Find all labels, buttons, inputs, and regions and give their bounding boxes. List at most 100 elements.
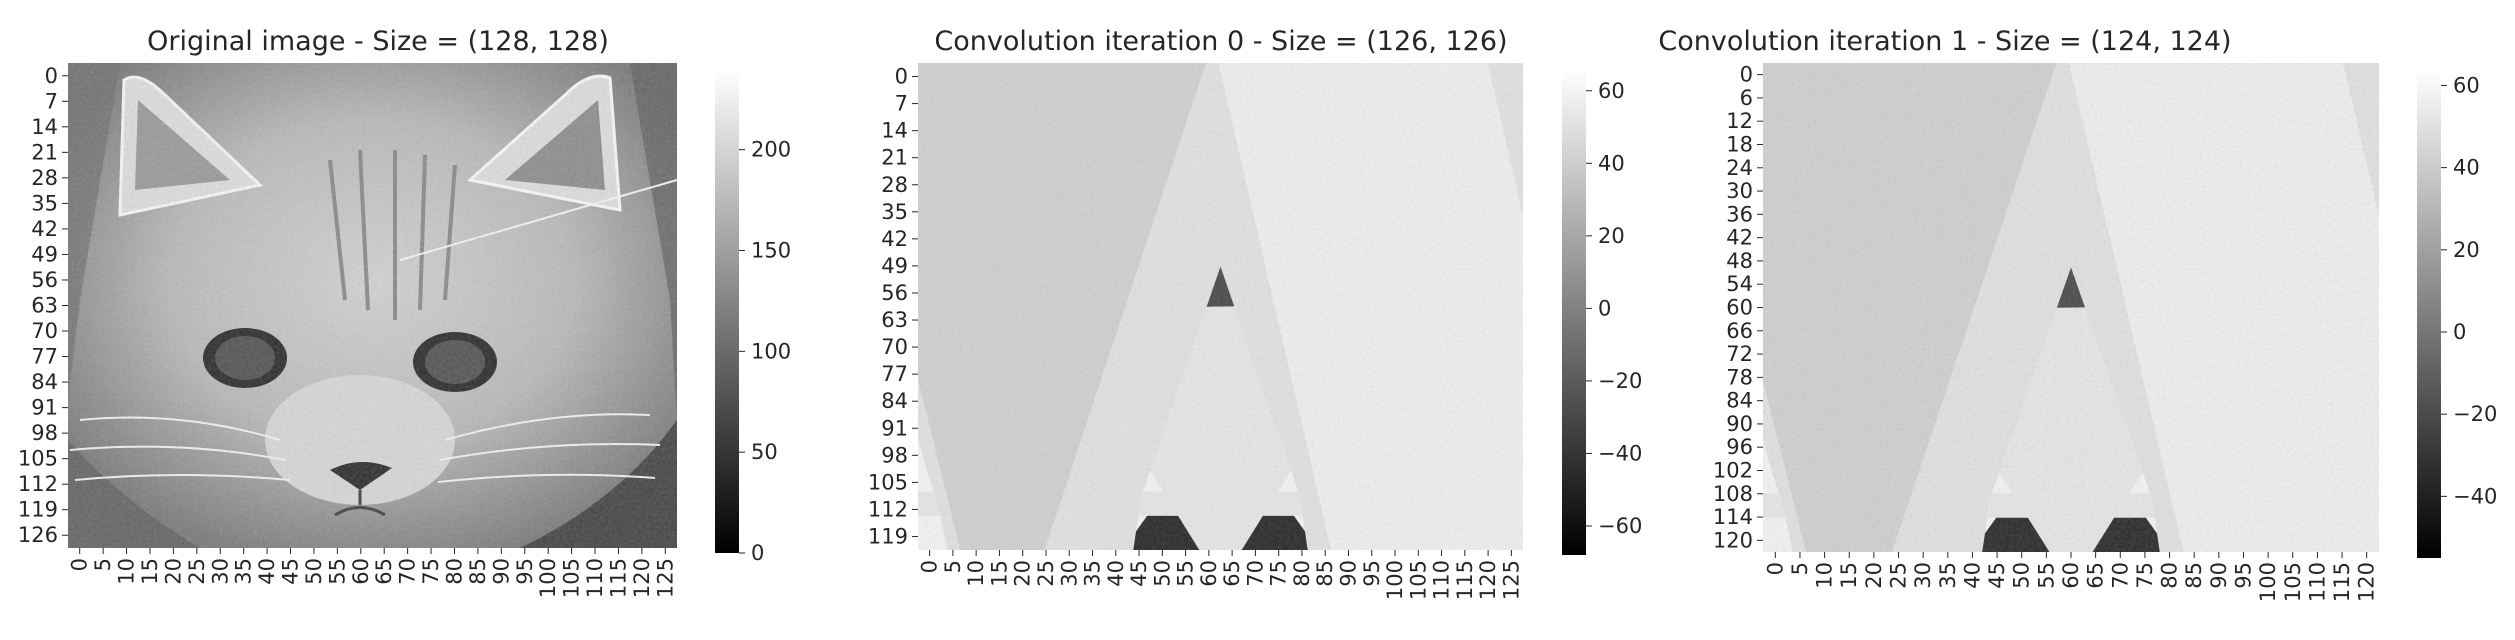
y-tick-label: 66 (1726, 319, 1753, 343)
x-tick-label: 70 (396, 558, 420, 585)
chart-title: Convolution iteration 1 - Size = (124, 1… (1658, 26, 2231, 57)
x-tick-label: 0 (68, 558, 92, 571)
x-tick-label: 0 (918, 560, 942, 573)
x-tick-label: 100 (1383, 560, 1407, 600)
y-tick-label: 84 (31, 370, 58, 394)
x-tick-label: 25 (1034, 560, 1058, 587)
colorbar-tick-label: −20 (2453, 402, 2497, 426)
y-tick-label: 120 (1713, 528, 1753, 552)
colorbar-tick-label: 20 (1598, 224, 1625, 248)
colorbar: 0 50 100 150 200 (715, 69, 791, 565)
colorbar-tick-label: 40 (1598, 151, 1625, 175)
x-tick-label: 50 (2010, 562, 2034, 589)
x-tick-label: 25 (1887, 562, 1911, 589)
x-tick-label: 70 (2108, 562, 2132, 589)
y-tick-label: 63 (881, 308, 908, 332)
x-tick-label: 20 (1862, 562, 1886, 589)
colorbar-tick-label: 200 (751, 138, 791, 162)
x-tick-label: 35 (1081, 560, 1105, 587)
x-tick-label: 100 (536, 558, 560, 598)
x-tick-label: 75 (2133, 562, 2157, 589)
x-tick-label: 50 (1150, 560, 1174, 587)
x-tick-label: 5 (91, 558, 115, 571)
x-tick-label: 45 (1985, 562, 2009, 589)
x-tick-label: 40 (1104, 560, 1128, 587)
y-tick-label: 90 (1726, 412, 1753, 436)
x-tick-label: 40 (1960, 562, 1984, 589)
y-tick-label: 72 (1726, 342, 1753, 366)
colorbar-tick-label: 60 (2453, 73, 2480, 97)
x-tick-label: 115 (606, 558, 630, 598)
panel-original: Original image - Size = (128, 128) (18, 26, 791, 598)
panel-iteration-1: Convolution iteration 1 - Size = (124, 1… (1658, 26, 2497, 602)
y-tick-label: 36 (1726, 202, 1753, 226)
x-tick-label: 75 (1267, 560, 1291, 587)
colorbar-tick-label: 100 (751, 339, 791, 363)
x-tick-label: 15 (987, 560, 1011, 587)
x-tick-label: 95 (2231, 562, 2255, 589)
colorbar-tick-label: 20 (2453, 238, 2480, 262)
heatmap-image (1763, 63, 2379, 552)
y-tick-label: 119 (868, 524, 908, 548)
y-tick-label: 70 (881, 335, 908, 359)
x-tick-label: 60 (2059, 562, 2083, 589)
x-tick-label: 50 (302, 558, 326, 585)
x-tick-label: 95 (1360, 560, 1384, 587)
x-tick-label: 65 (1220, 560, 1244, 587)
x-tick-label: 70 (1243, 560, 1267, 587)
y-tick-label: 91 (31, 396, 58, 420)
colorbar-tick-label: 0 (2453, 320, 2466, 344)
x-tick-label: 60 (349, 558, 373, 585)
y-tick-label: 105 (868, 470, 908, 494)
x-tick-label: 110 (583, 558, 607, 598)
x-tick-label: 115 (1453, 560, 1477, 600)
x-tick-label: 90 (489, 558, 513, 585)
colorbar-tick-label: 50 (751, 440, 778, 464)
y-tick-label: 49 (881, 254, 908, 278)
y-tick-label: 84 (1726, 389, 1753, 413)
x-tick-label: 90 (2207, 562, 2231, 589)
x-tick-label: 80 (1290, 560, 1314, 587)
x-tick-label: 80 (442, 558, 466, 585)
x-tick-label: 85 (2182, 562, 2206, 589)
x-tick-label: 65 (372, 558, 396, 585)
x-tick-label: 115 (2330, 562, 2354, 602)
x-tick-label: 120 (1476, 560, 1500, 600)
x-tick-label: 10 (115, 558, 139, 585)
y-tick-label: 49 (31, 242, 58, 266)
y-tick-label: 14 (881, 119, 908, 143)
colorbar-tick-label: 0 (1598, 296, 1611, 320)
x-tick-label: 10 (1813, 562, 1837, 589)
y-tick-label: 21 (31, 140, 58, 164)
y-tick-label: 98 (881, 443, 908, 467)
x-tick-label: 5 (1788, 562, 1812, 575)
y-tick-label: 114 (1713, 505, 1753, 529)
y-tick-label: 108 (1713, 482, 1753, 506)
y-tick-label: 24 (1726, 156, 1753, 180)
y-tick-label: 56 (881, 281, 908, 305)
y-tick-label: 70 (31, 319, 58, 343)
colorbar: 60 40 20 0 −20 −40 −60 (1562, 69, 1642, 555)
y-tick-label: 119 (18, 498, 58, 522)
x-tick-labels: 0 5 10 15 20 25 30 35 40 45 50 55 60 65 70 75 80 85 90 95 10… (918, 550, 1523, 600)
x-tick-label: 120 (2355, 562, 2379, 602)
x-tick-label: 45 (279, 558, 303, 585)
colorbar-tick-label: −60 (1598, 514, 1642, 538)
x-tick-label: 30 (208, 558, 232, 585)
colorbar-gradient (2417, 69, 2441, 558)
y-tick-label: 102 (1713, 459, 1753, 483)
y-tick-label: 91 (881, 416, 908, 440)
x-tick-label: 105 (560, 558, 584, 598)
x-tick-label: 90 (1336, 560, 1360, 587)
y-tick-label: 42 (881, 227, 908, 251)
colorbar-gradient (1562, 69, 1586, 555)
x-tick-label: 85 (1313, 560, 1337, 587)
colorbar-tick-labels: 60 40 20 0 −20 −40 (2441, 73, 2497, 508)
x-tick-label: 35 (232, 558, 256, 585)
x-tick-label: 40 (255, 558, 279, 585)
x-tick-label: 125 (1499, 560, 1523, 600)
x-tick-label: 75 (419, 558, 443, 585)
x-tick-label: 55 (1174, 560, 1198, 587)
x-tick-label: 20 (1011, 560, 1035, 587)
x-tick-label: 20 (161, 558, 185, 585)
